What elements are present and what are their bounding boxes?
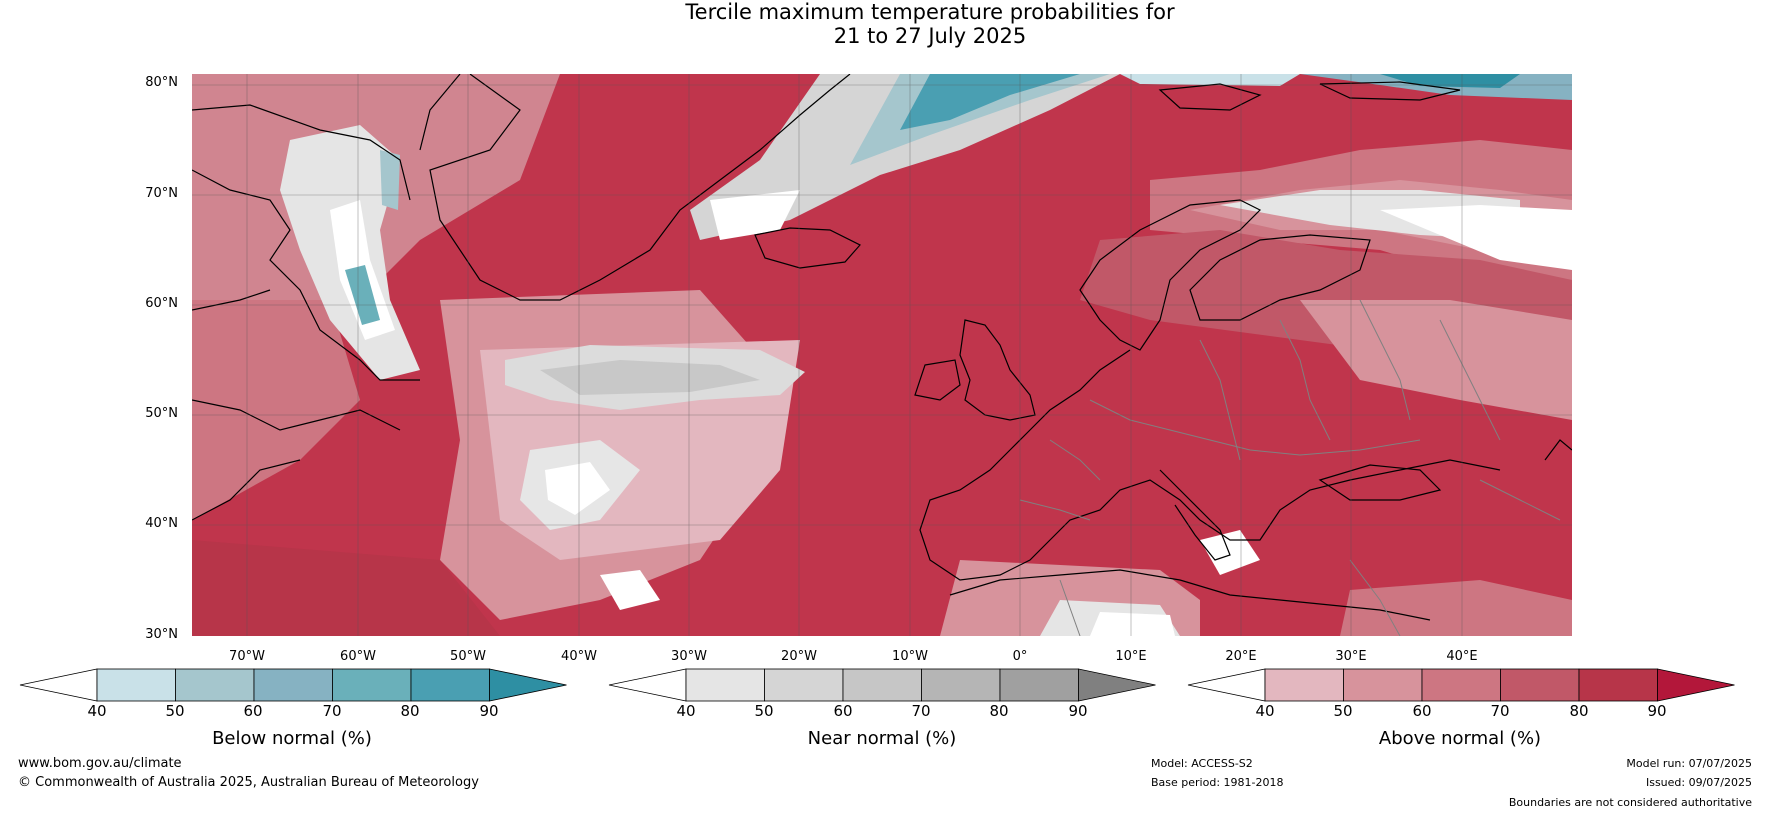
copyright-text: © Commonwealth of Australia 2025, Austra…	[18, 775, 479, 790]
cb-below-title: Below normal (%)	[212, 728, 372, 749]
colorbar-above-high-triangle	[1657, 668, 1735, 702]
disclaimer-text: Boundaries are not considered authoritat…	[1508, 796, 1752, 809]
country-borders	[1019, 299, 1561, 636]
cb-near-tick-70: 70	[911, 702, 931, 720]
lon-label-10w: 10°W	[892, 649, 928, 664]
colorbar-near-segment	[842, 668, 922, 702]
colorbar-near-segment	[685, 668, 765, 702]
colorbar-near-segment	[999, 668, 1079, 702]
model-run-text: Model run: 07/07/2025	[1626, 757, 1752, 770]
colorbar-above-normal	[1187, 668, 1735, 702]
cb-near-tick-40: 40	[676, 702, 696, 720]
colorbar-above-low-triangle	[1187, 668, 1266, 702]
cb-above-tick-60: 60	[1412, 702, 1432, 720]
colorbar-below-high-triangle	[489, 668, 567, 702]
cb-above-title: Above normal (%)	[1378, 728, 1542, 749]
cb-near-tick-80: 80	[989, 702, 1009, 720]
colorbar-near-high-triangle	[1078, 668, 1156, 702]
cb-above-tick-90: 90	[1647, 702, 1667, 720]
lat-label-80n: 80°N	[145, 75, 178, 90]
cb-near-tick-90: 90	[1068, 702, 1088, 720]
cb-below-tick-70: 70	[322, 702, 342, 720]
colorbars	[19, 668, 1735, 702]
cb-near-tick-60: 60	[833, 702, 853, 720]
cb-above-tick-70: 70	[1490, 702, 1510, 720]
probability-field	[192, 74, 1572, 636]
website-link[interactable]: www.bom.gov.au/climate	[18, 756, 182, 771]
cb-below-tick-40: 40	[87, 702, 107, 720]
lon-label-30e: 30°E	[1335, 649, 1367, 664]
colorbar-above-segment	[1421, 668, 1501, 702]
lon-label-40w: 40°W	[561, 649, 597, 664]
lon-label-60w: 60°W	[340, 649, 376, 664]
colorbar-above-segment	[1500, 668, 1580, 702]
base-period-text: Base period: 1981-2018	[1151, 776, 1284, 789]
cb-near-tick-50: 50	[754, 702, 774, 720]
cb-near-title: Near normal (%)	[807, 728, 957, 749]
lat-label-70n: 70°N	[145, 186, 178, 201]
model-text: Model: ACCESS-S2	[1151, 757, 1253, 770]
title-line-1: Tercile maximum temperature probabilitie…	[685, 0, 1175, 24]
issued-text: Issued: 09/07/2025	[1645, 776, 1752, 789]
chart-title: Tercile maximum temperature probabilitie…	[0, 0, 1770, 48]
colorbar-near-low-triangle	[608, 668, 687, 702]
colorbar-below-segment	[175, 668, 255, 702]
colorbar-below-segment	[96, 668, 176, 702]
lat-label-60n: 60°N	[145, 296, 178, 311]
colorbar-near-normal	[608, 668, 1156, 702]
lon-label-70w: 70°W	[229, 649, 265, 664]
cb-below-tick-50: 50	[165, 702, 185, 720]
lon-label-20w: 20°W	[781, 649, 817, 664]
lon-label-50w: 50°W	[450, 649, 486, 664]
colorbar-near-segment	[921, 668, 1001, 702]
colorbar-near-segment	[764, 668, 844, 702]
colorbar-above-segment	[1264, 668, 1344, 702]
lat-label-30n: 30°N	[145, 627, 178, 642]
title-line-2: 21 to 27 July 2025	[833, 24, 1027, 48]
colorbar-below-low-triangle	[19, 668, 98, 702]
colorbar-below-normal	[19, 668, 567, 702]
cb-above-tick-80: 80	[1569, 702, 1589, 720]
colorbar-below-segment	[253, 668, 333, 702]
lon-label-10e: 10°E	[1115, 649, 1147, 664]
gridlines	[192, 74, 1572, 636]
lat-label-40n: 40°N	[145, 516, 178, 531]
cb-above-tick-40: 40	[1255, 702, 1275, 720]
lon-label-20e: 20°E	[1225, 649, 1257, 664]
colorbar-above-segment	[1343, 668, 1423, 702]
colorbar-above-segment	[1578, 668, 1658, 702]
colorbar-below-segment	[410, 668, 490, 702]
lat-label-50n: 50°N	[145, 406, 178, 421]
cb-below-tick-60: 60	[243, 702, 263, 720]
lon-label-30w: 30°W	[671, 649, 707, 664]
cb-below-tick-90: 90	[479, 702, 499, 720]
lon-label-0: 0°	[1012, 649, 1028, 664]
cb-above-tick-50: 50	[1333, 702, 1353, 720]
cb-below-tick-80: 80	[400, 702, 420, 720]
lon-label-40e: 40°E	[1446, 649, 1478, 664]
colorbar-below-segment	[332, 668, 412, 702]
